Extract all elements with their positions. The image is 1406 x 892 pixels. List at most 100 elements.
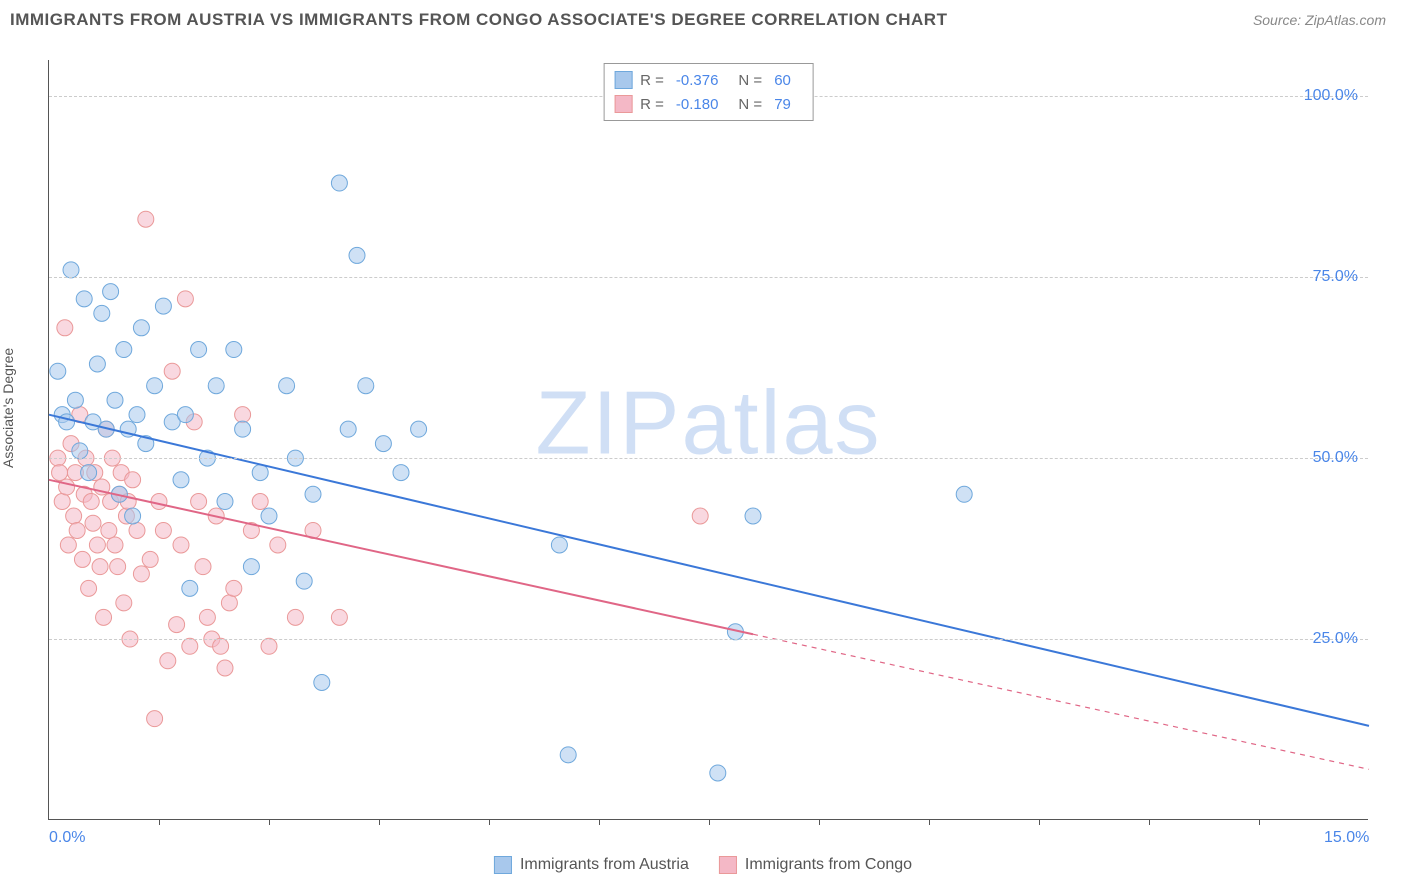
legend-n-label: N = <box>738 72 762 89</box>
scatter-point <box>261 638 277 654</box>
scatter-point <box>235 407 251 423</box>
scatter-point <box>89 537 105 553</box>
scatter-point <box>147 378 163 394</box>
y-tick-label: 25.0% <box>1313 630 1358 648</box>
y-tick-label: 75.0% <box>1313 268 1358 286</box>
scatter-point <box>92 559 108 575</box>
legend-n-label: N = <box>738 96 762 113</box>
scatter-point <box>226 342 242 358</box>
scatter-point <box>107 392 123 408</box>
scatter-point <box>956 486 972 502</box>
scatter-point <box>252 465 268 481</box>
legend-r-value: -0.376 <box>676 72 719 89</box>
scatter-point <box>59 414 75 430</box>
scatter-point <box>177 291 193 307</box>
scatter-point <box>279 378 295 394</box>
legend-label: Immigrants from Congo <box>745 856 912 874</box>
scatter-point <box>50 363 66 379</box>
x-tick <box>269 819 270 825</box>
y-tick-label: 50.0% <box>1313 449 1358 467</box>
scatter-point <box>147 711 163 727</box>
scatter-point <box>60 537 76 553</box>
scatter-point <box>57 320 73 336</box>
scatter-point <box>692 508 708 524</box>
scatter-point <box>173 472 189 488</box>
scatter-point <box>67 392 83 408</box>
trend-line-dashed <box>753 634 1369 769</box>
x-tick <box>599 819 600 825</box>
x-tick <box>489 819 490 825</box>
scatter-point <box>138 211 154 227</box>
scatter-point <box>173 537 189 553</box>
scatter-point <box>72 443 88 459</box>
scatter-point <box>66 508 82 524</box>
y-axis-label: Associate's Degree <box>0 348 16 468</box>
scatter-point <box>235 421 251 437</box>
scatter-point <box>340 421 356 437</box>
scatter-point <box>76 291 92 307</box>
legend-label: Immigrants from Austria <box>520 856 689 874</box>
scatter-point <box>129 522 145 538</box>
scatter-point <box>375 436 391 452</box>
scatter-point <box>287 609 303 625</box>
scatter-point <box>110 559 126 575</box>
legend-swatch-austria <box>614 71 632 89</box>
scatter-point <box>129 407 145 423</box>
legend-swatch-congo <box>614 95 632 113</box>
x-tick <box>1259 819 1260 825</box>
scatter-point <box>155 522 171 538</box>
scatter-point <box>89 356 105 372</box>
x-tick <box>159 819 160 825</box>
scatter-point <box>133 320 149 336</box>
chart-container: Associate's Degree ZIPatlas R = -0.376 N… <box>0 40 1406 892</box>
scatter-point <box>164 363 180 379</box>
chart-header: IMMIGRANTS FROM AUSTRIA VS IMMIGRANTS FR… <box>0 0 1406 40</box>
scatter-point <box>208 378 224 394</box>
legend-item-congo: Immigrants from Congo <box>719 856 912 874</box>
scatter-point <box>393 465 409 481</box>
series-legend: Immigrants from Austria Immigrants from … <box>494 856 912 874</box>
scatter-point <box>125 472 141 488</box>
scatter-point <box>349 247 365 263</box>
x-tick <box>819 819 820 825</box>
legend-r-value: -0.180 <box>676 96 719 113</box>
scatter-point <box>107 537 123 553</box>
scatter-point <box>261 508 277 524</box>
gridline <box>49 458 1368 459</box>
scatter-point <box>151 494 167 510</box>
scatter-point <box>217 660 233 676</box>
scatter-point <box>358 378 374 394</box>
scatter-point <box>226 580 242 596</box>
scatter-point <box>199 609 215 625</box>
scatter-point <box>116 342 132 358</box>
scatter-point <box>221 595 237 611</box>
scatter-point <box>191 494 207 510</box>
legend-n-value: 60 <box>774 72 791 89</box>
legend-swatch-congo <box>719 856 737 874</box>
gridline <box>49 639 1368 640</box>
scatter-point <box>96 609 112 625</box>
scatter-point <box>133 566 149 582</box>
scatter-point <box>182 638 198 654</box>
scatter-point <box>103 284 119 300</box>
x-tick <box>1149 819 1150 825</box>
scatter-point <box>125 508 141 524</box>
correlation-legend-row: R = -0.376 N = 60 <box>614 68 803 92</box>
scatter-point <box>745 508 761 524</box>
scatter-point <box>710 765 726 781</box>
legend-item-austria: Immigrants from Austria <box>494 856 689 874</box>
legend-n-value: 79 <box>774 96 791 113</box>
scatter-point <box>243 559 259 575</box>
gridline <box>49 277 1368 278</box>
scatter-point <box>331 609 347 625</box>
scatter-point <box>213 638 229 654</box>
scatter-plot-svg <box>49 60 1368 819</box>
chart-title: IMMIGRANTS FROM AUSTRIA VS IMMIGRANTS FR… <box>10 10 947 30</box>
scatter-point <box>69 522 85 538</box>
plot-area: ZIPatlas R = -0.376 N = 60 R = -0.180 N … <box>48 60 1368 820</box>
scatter-point <box>160 653 176 669</box>
x-tick-label: 15.0% <box>1324 829 1369 847</box>
x-tick <box>379 819 380 825</box>
scatter-point <box>314 674 330 690</box>
x-tick-label: 0.0% <box>49 829 85 847</box>
